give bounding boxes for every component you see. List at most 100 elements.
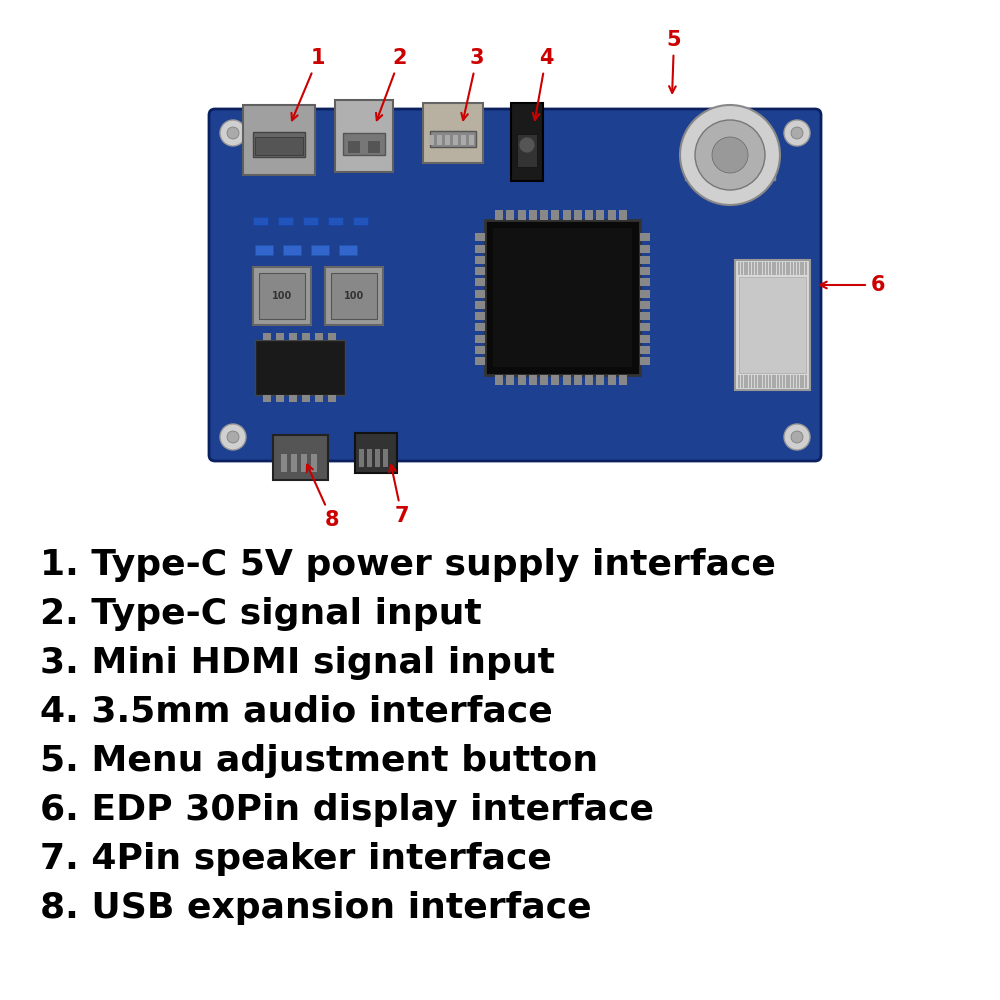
Bar	[640, 278, 650, 286]
Bar	[253, 132, 305, 157]
Bar	[495, 210, 503, 220]
Bar	[339, 245, 357, 255]
Bar	[640, 233, 650, 241]
Bar	[429, 135, 434, 145]
Text: 7: 7	[389, 465, 409, 526]
Bar	[608, 375, 616, 385]
Bar	[774, 375, 776, 388]
Bar	[735, 260, 810, 390]
Bar	[303, 217, 318, 225]
Text: 100: 100	[344, 291, 364, 301]
Bar	[475, 301, 485, 309]
Bar	[475, 233, 485, 241]
Bar	[774, 262, 776, 275]
Text: 6. EDP 30Pin display interface: 6. EDP 30Pin display interface	[40, 793, 654, 827]
Bar	[791, 375, 793, 388]
Bar	[741, 375, 743, 388]
Bar	[769, 262, 771, 275]
Bar	[562, 375, 570, 385]
Bar	[746, 375, 748, 388]
Bar	[755, 375, 757, 388]
Bar	[802, 262, 804, 275]
Text: 2. Type-C signal input: 2. Type-C signal input	[40, 597, 482, 631]
Bar	[311, 245, 329, 255]
Bar	[506, 375, 514, 385]
Bar	[640, 301, 650, 309]
Bar	[359, 449, 364, 467]
Bar	[794, 375, 796, 388]
Bar	[506, 210, 514, 220]
Bar	[772, 375, 774, 388]
Bar	[585, 210, 593, 220]
Bar	[302, 395, 310, 402]
Bar	[331, 273, 377, 319]
Bar	[585, 375, 593, 385]
Bar	[752, 375, 754, 388]
Bar	[311, 454, 317, 472]
Text: 8. USB expansion interface: 8. USB expansion interface	[40, 891, 592, 925]
Bar	[551, 375, 559, 385]
Bar	[445, 135, 450, 145]
Bar	[760, 262, 762, 275]
Bar	[685, 152, 775, 180]
Bar	[253, 267, 311, 325]
Bar	[640, 323, 650, 331]
Text: 100: 100	[272, 291, 292, 301]
Bar	[766, 375, 768, 388]
Bar	[423, 103, 483, 163]
Bar	[328, 217, 343, 225]
Bar	[263, 395, 271, 402]
Bar	[325, 267, 383, 325]
Bar	[574, 375, 582, 385]
Bar	[253, 217, 268, 225]
Bar	[301, 454, 307, 472]
Bar	[353, 217, 368, 225]
Text: 1: 1	[291, 48, 325, 120]
Circle shape	[227, 127, 239, 139]
Bar	[529, 210, 537, 220]
Bar	[367, 449, 372, 467]
Bar	[758, 262, 760, 275]
Bar	[437, 135, 442, 145]
Bar	[640, 290, 650, 298]
Bar	[461, 135, 466, 145]
Bar	[791, 262, 793, 275]
Bar	[783, 375, 785, 388]
Bar	[289, 395, 297, 402]
Bar	[540, 210, 548, 220]
Circle shape	[791, 431, 803, 443]
Bar	[574, 210, 582, 220]
Bar	[259, 273, 305, 319]
Circle shape	[220, 120, 246, 146]
Bar	[475, 267, 485, 275]
Bar	[475, 323, 485, 331]
Bar	[596, 210, 604, 220]
Bar	[315, 333, 323, 340]
Bar	[780, 375, 782, 388]
Bar	[475, 290, 485, 298]
Bar	[800, 262, 802, 275]
Bar	[640, 346, 650, 354]
Bar	[777, 375, 779, 388]
Bar	[758, 375, 760, 388]
Bar	[255, 137, 303, 155]
Text: 4. 3.5mm audio interface: 4. 3.5mm audio interface	[40, 695, 553, 729]
Bar	[802, 375, 804, 388]
Bar	[469, 135, 474, 145]
Bar	[755, 262, 757, 275]
Bar	[797, 262, 799, 275]
Bar	[273, 435, 328, 480]
Bar	[283, 245, 301, 255]
Bar	[805, 262, 807, 275]
Bar	[328, 395, 336, 402]
Bar	[619, 210, 627, 220]
Bar	[518, 375, 526, 385]
Circle shape	[784, 424, 810, 450]
Bar	[383, 449, 388, 467]
Bar	[302, 333, 310, 340]
Circle shape	[519, 137, 535, 153]
Bar	[289, 333, 297, 340]
Bar	[518, 210, 526, 220]
Bar	[766, 262, 768, 275]
Bar	[281, 454, 287, 472]
